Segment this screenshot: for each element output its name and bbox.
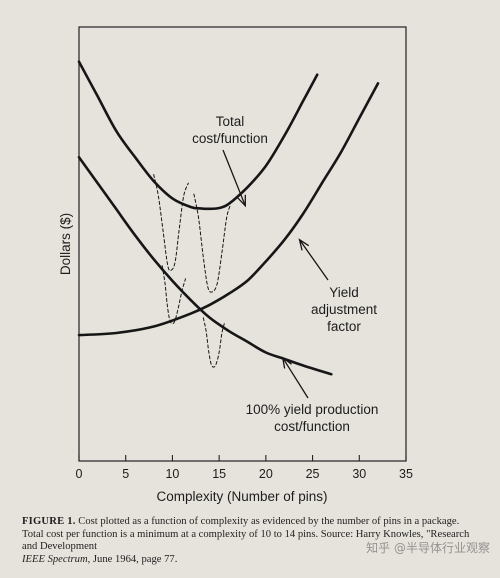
annotation-text: 100% yield production bbox=[246, 402, 379, 417]
annotation-arrow-head bbox=[237, 194, 246, 208]
dashed-dip-lower-2 bbox=[202, 317, 226, 368]
annotation-arrow-shaft bbox=[282, 357, 309, 399]
production-cost-curve bbox=[77, 155, 333, 376]
annotation-total-cost: Total cost/function bbox=[192, 114, 268, 208]
total-cost-curve bbox=[77, 60, 319, 211]
annotation-text: Total bbox=[216, 114, 245, 129]
x-tick-label: 5 bbox=[122, 467, 129, 481]
caption-text: Cost plotted as a function of complexity… bbox=[22, 516, 470, 553]
annotation-arrow-shaft bbox=[222, 149, 246, 207]
x-tick-label: 0 bbox=[76, 467, 83, 481]
annotation-text: cost/function bbox=[274, 419, 350, 434]
annotation-arrow-head bbox=[298, 238, 310, 251]
x-tick-label: 30 bbox=[352, 467, 366, 481]
x-tick-label: 20 bbox=[259, 467, 273, 481]
figure-caption: FIGURE 1. Cost plotted as a function of … bbox=[22, 516, 482, 566]
annotation-production-cost: 100% yield production cost/function bbox=[246, 356, 379, 434]
dashed-dip-total-1 bbox=[153, 174, 189, 272]
annotation-text: factor bbox=[327, 319, 361, 334]
yield-adjustment-curve bbox=[77, 82, 380, 337]
caption-label: FIGURE 1. bbox=[22, 516, 76, 527]
dashed-dip-total-2 bbox=[193, 193, 231, 293]
annotation-text: adjustment bbox=[311, 302, 377, 317]
x-tick-label: 25 bbox=[306, 467, 320, 481]
caption-source-rest: , June 1964, page 77. bbox=[87, 553, 178, 565]
caption-source-title: IEEE Spectrum bbox=[22, 553, 88, 565]
cost-complexity-chart: 0 5 10 15 20 25 30 35 Total cost/function Yield ad… bbox=[58, 26, 413, 504]
x-tick-label: 15 bbox=[212, 467, 226, 481]
annotation-text: cost/function bbox=[192, 131, 268, 146]
y-axis-label: Dollars ($) bbox=[58, 213, 73, 275]
annotation-text: Yield bbox=[329, 285, 359, 300]
annotations-layer: Total cost/function Yield adjustment factor 1… bbox=[192, 114, 378, 434]
annotation-arrow-shaft bbox=[298, 239, 329, 281]
x-axis-label: Complexity (Number of pins) bbox=[156, 489, 327, 504]
x-tick-label: 35 bbox=[399, 467, 413, 481]
annotation-yield-factor: Yield adjustment factor bbox=[298, 238, 377, 334]
x-tick-label: 10 bbox=[165, 467, 179, 481]
x-axis-ticks: 0 5 10 15 20 25 30 35 bbox=[76, 455, 413, 481]
annotation-arrow-head bbox=[281, 356, 292, 369]
curves-layer bbox=[77, 60, 380, 376]
plot-frame bbox=[78, 26, 407, 462]
dashed-dip-lower-1 bbox=[161, 265, 186, 325]
watermark-text: 知乎 @半导体行业观察 bbox=[366, 541, 490, 555]
